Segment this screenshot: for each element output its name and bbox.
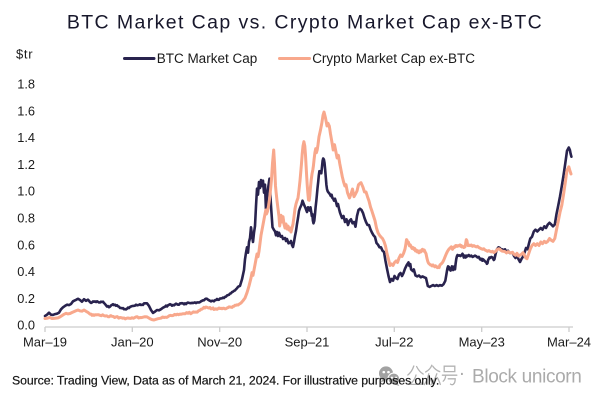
svg-text:Nov–20: Nov–20 bbox=[197, 335, 242, 350]
svg-text:Sep–21: Sep–21 bbox=[285, 335, 330, 350]
svg-text:Block unicorn: Block unicorn bbox=[472, 367, 582, 388]
svg-text:·: · bbox=[459, 363, 465, 384]
svg-text:1.4: 1.4 bbox=[17, 130, 35, 145]
svg-text:BTC Market Cap vs. Crypto Mark: BTC Market Cap vs. Crypto Market Cap ex-… bbox=[67, 11, 543, 33]
svg-text:0.4: 0.4 bbox=[17, 264, 35, 279]
svg-text:Source: Trading View, Data as: Source: Trading View, Data as of March 2… bbox=[12, 374, 439, 388]
svg-text:$tr: $tr bbox=[16, 47, 33, 62]
svg-text:Jan–20: Jan–20 bbox=[111, 335, 154, 350]
svg-text:Crypto Market Cap ex-BTC: Crypto Market Cap ex-BTC bbox=[312, 51, 475, 66]
svg-text:1.6: 1.6 bbox=[17, 103, 35, 118]
svg-text:Mar–19: Mar–19 bbox=[23, 335, 67, 350]
svg-text:0.2: 0.2 bbox=[17, 291, 35, 306]
svg-text:0.8: 0.8 bbox=[17, 211, 35, 226]
svg-text:0.0: 0.0 bbox=[17, 318, 35, 333]
svg-text:May–23: May–23 bbox=[459, 335, 505, 350]
svg-text:1.0: 1.0 bbox=[17, 184, 35, 199]
svg-text:1.2: 1.2 bbox=[17, 157, 35, 172]
svg-text:Mar–24: Mar–24 bbox=[547, 335, 591, 350]
svg-text:Jul–22: Jul–22 bbox=[375, 335, 413, 350]
svg-text:0.6: 0.6 bbox=[17, 237, 35, 252]
svg-text:1.8: 1.8 bbox=[17, 77, 35, 92]
svg-text:BTC Market Cap: BTC Market Cap bbox=[157, 51, 258, 66]
